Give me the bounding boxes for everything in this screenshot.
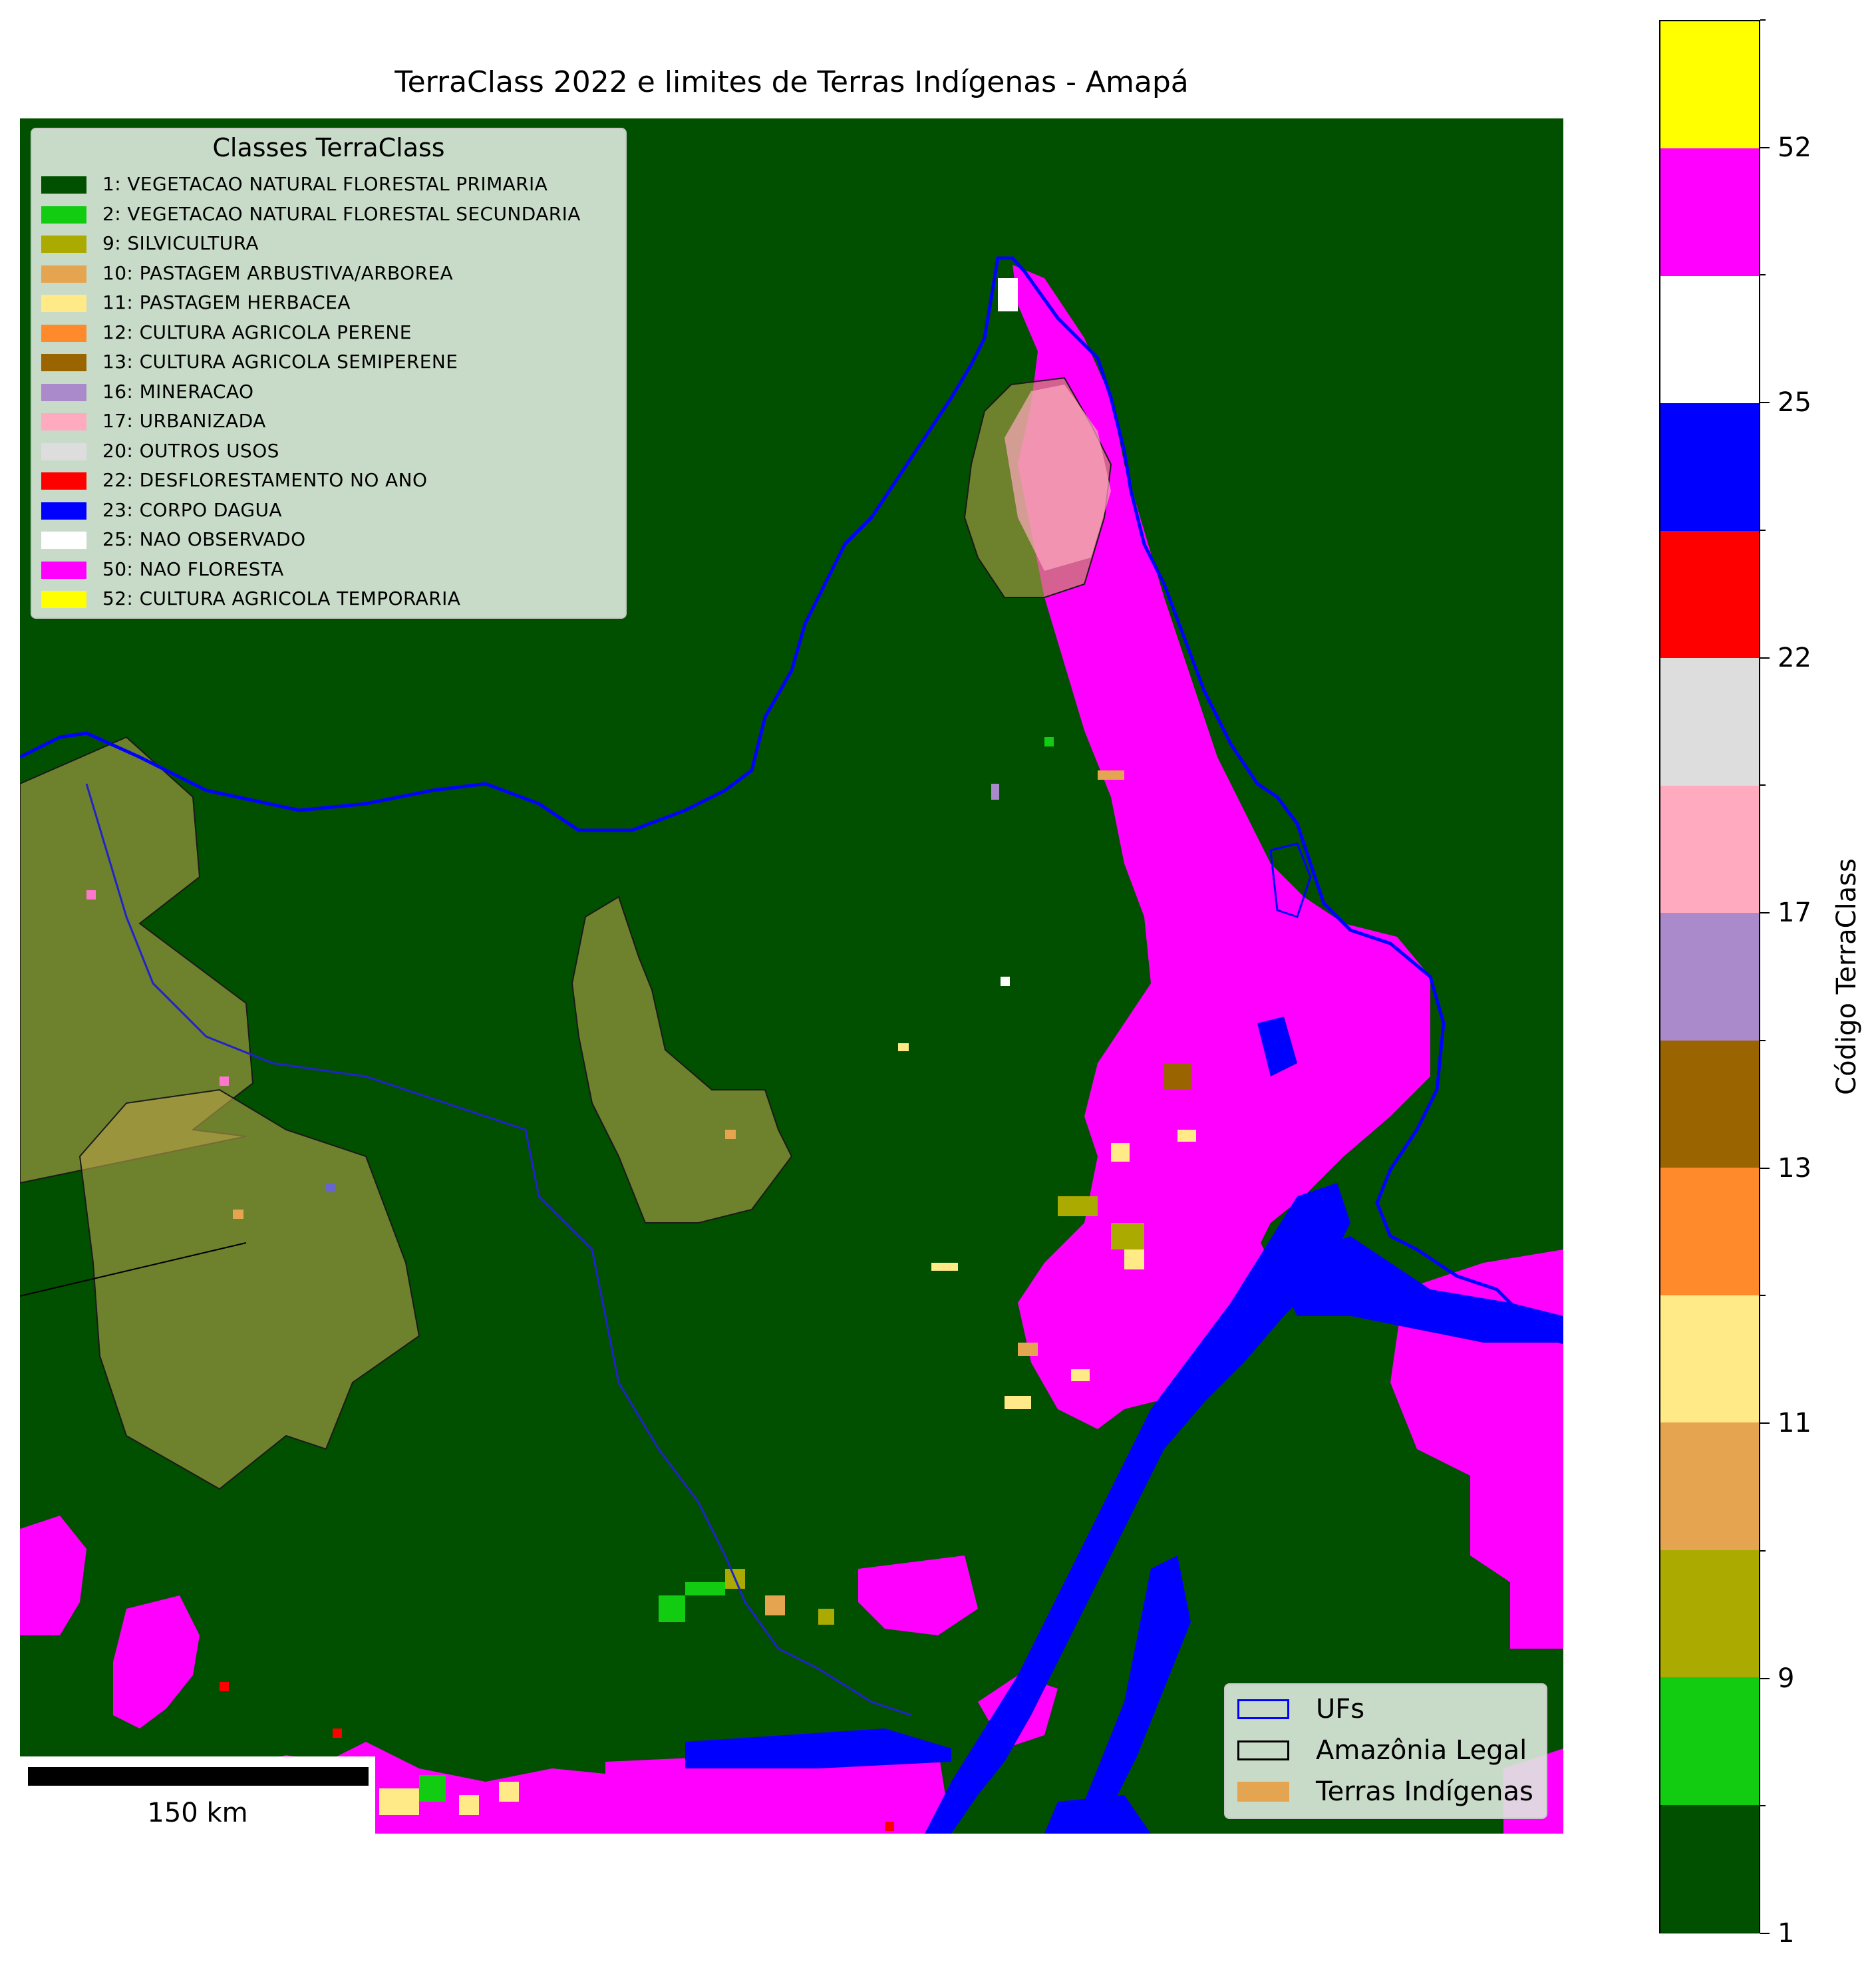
class-legend-swatch [41,561,86,579]
colorbar-label: Código TerraClass [1831,858,1862,1095]
colorbar-tick [1760,1677,1770,1679]
class-legend-title: Classes TerraClass [212,133,445,162]
colorbar-tick-label: 22 [1778,642,1811,673]
colorbar-tick-label: 25 [1778,387,1811,418]
colorbar-tick [1760,1422,1770,1424]
uf-boundary [20,256,1563,1345]
corpo-dagua-areas [685,1017,1563,1834]
class-legend-label: 12: CULTURA AGRICOLA PERENE [102,321,412,343]
colorbar-segment [1660,913,1759,1041]
colorbar-minor-tick [1760,19,1766,21]
colorbar-segment [1660,658,1759,786]
colorbar-tick-label: 52 [1778,132,1811,163]
colorbar-tick [1760,402,1770,404]
class-legend-swatch [41,265,86,283]
ufs-swatch [1237,1699,1289,1719]
class-legend-label: 17: URBANIZADA [102,410,266,432]
class-legend-swatch [41,354,86,371]
uf-boundary-inner [1269,842,1312,918]
layer-legend: UFs Amazônia Legal Terras Indígenas [1224,1683,1547,1819]
colorbar-minor-tick [1760,274,1766,276]
scale-bar-label: 150 km [147,1798,248,1828]
colorbar-segment [1660,21,1759,150]
colorbar-tick-label: 1 [1778,1918,1795,1949]
scattered-class-pixels [86,278,1196,1831]
map-title: TerraClass 2022 e limites de Terras Indí… [394,65,1189,99]
class-legend-swatch [41,502,86,520]
amazonia-legal-boundary [20,1242,247,1297]
colorbar-tick [1760,912,1770,914]
class-legend-swatch [41,324,86,342]
colorbar-minor-tick [1760,784,1766,786]
colorbar-segment [1660,148,1759,277]
urbanizada-area [1005,385,1111,571]
colorbar-segment [1660,530,1759,659]
class-legend-label: 22: DESFLORESTAMENTO NO ANO [102,469,428,491]
class-legend-label: 16: MINERACAO [102,380,254,403]
scale-bar-line [28,1767,369,1786]
class-legend: Classes TerraClass 1: VEGETACAO NATURAL … [31,128,627,619]
amazonia-legal-swatch [1237,1740,1289,1760]
class-legend-label: 10: PASTAGEM ARBUSTIVA/ARBOREA [102,261,454,284]
colorbar-minor-tick [1760,1295,1766,1297]
class-legend-swatch [41,442,86,460]
colorbar-minor-tick [1760,1039,1766,1041]
colorbar-tick-label: 11 [1778,1408,1811,1439]
class-legend-label: 50: NAO FLORESTA [102,558,284,580]
colorbar-tick [1760,1167,1770,1169]
class-legend-label: 20: OUTROS USOS [102,439,279,462]
colorbar-tick-label: 13 [1778,1152,1811,1184]
class-legend-label: 25: NAO OBSERVADO [102,528,306,550]
colorbar-minor-tick [1760,1805,1766,1807]
colorbar-minor-tick [1760,1550,1766,1552]
class-legend-label: 23: CORPO DAGUA [102,498,282,521]
colorbar-segment [1660,1040,1759,1169]
colorbar-segment [1660,1422,1759,1551]
class-legend-swatch [41,413,86,430]
colorbar [1659,20,1760,1933]
class-legend-swatch [41,472,86,490]
colorbar-tick-label: 9 [1778,1663,1795,1694]
class-legend-swatch [41,383,86,401]
terra-indigena-center-block [571,896,793,1224]
colorbar-segment [1660,403,1759,532]
colorbar-segment [1660,785,1759,914]
colorbar-minor-tick [1760,529,1766,531]
colorbar-segment [1660,1295,1759,1424]
class-legend-swatch [41,176,86,194]
scale-bar: 150 km [20,1756,375,1835]
colorbar-tick [1760,1933,1770,1934]
terras-indigenas-swatch [1237,1782,1289,1802]
class-legend-label: 13: CULTURA AGRICOLA SEMIPERENE [102,351,458,373]
colorbar-segment [1660,1804,1759,1933]
class-legend-swatch [41,295,86,312]
colorbar-tick-label: 17 [1778,898,1811,929]
class-legend-label: 2: VEGETACAO NATURAL FLORESTAL SECUNDARI… [102,202,581,225]
class-legend-swatch [41,532,86,549]
class-legend-label: 52: CULTURA AGRICOLA TEMPORARIA [102,587,461,609]
colorbar-segment [1660,1168,1759,1296]
river-line [85,783,912,1717]
colorbar-segment [1660,1677,1759,1806]
layer-label-ufs: UFs [1316,1694,1365,1725]
colorbar-tick [1760,146,1770,148]
colorbar-tick [1760,657,1770,659]
colorbar-segment [1660,275,1759,405]
layer-label-amazonia-legal: Amazônia Legal [1316,1735,1527,1766]
class-legend-label: 11: PASTAGEM HERBACEA [102,291,351,313]
layer-label-terras-indigenas: Terras Indígenas [1316,1776,1533,1807]
class-legend-swatch [41,236,86,253]
class-legend-label: 9: SILVICULTURA [102,232,259,254]
class-legend-label: 1: VEGETACAO NATURAL FLORESTAL PRIMARIA [102,173,548,195]
colorbar-segment [1660,1550,1759,1679]
class-legend-swatch [41,591,86,608]
class-legend-swatch [41,206,86,224]
